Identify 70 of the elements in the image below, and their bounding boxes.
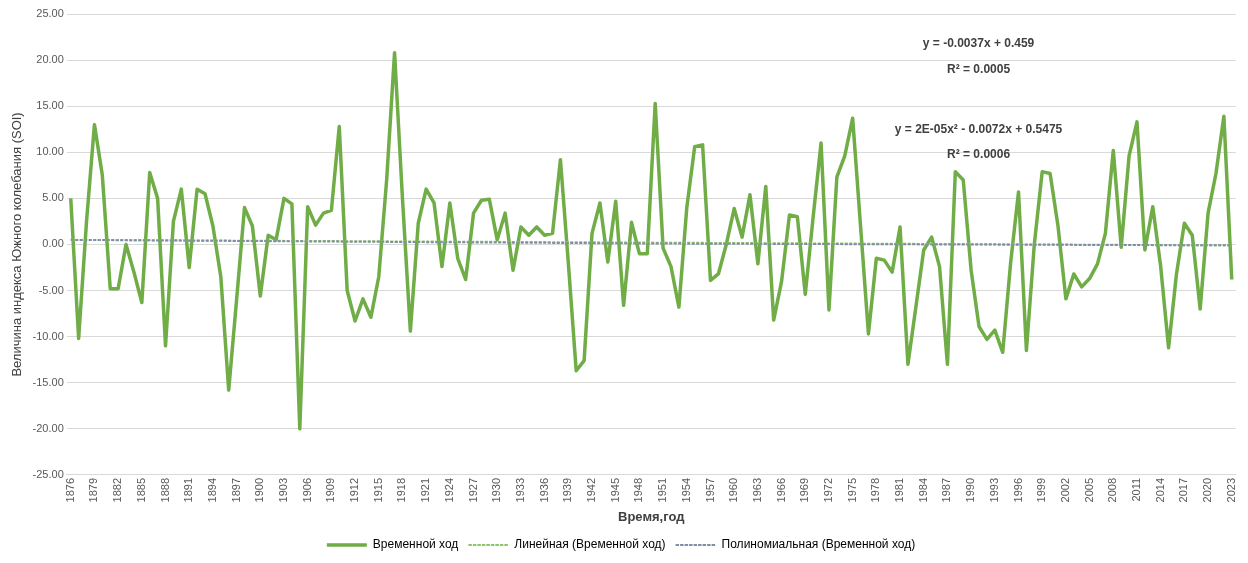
x-tick-label: 1993 — [987, 477, 1000, 503]
x-tick-label: 2023 — [1224, 477, 1237, 503]
x-tick-label: 1969 — [798, 477, 811, 503]
x-tick-label: 2014 — [1153, 477, 1166, 503]
x-tick-label: 1876 — [63, 477, 76, 503]
x-tick-label: 1918 — [395, 477, 408, 503]
x-tick-label: 1951 — [656, 477, 669, 503]
x-tick-label: 1957 — [703, 477, 716, 503]
x-tick-label: 1996 — [1011, 477, 1024, 503]
y-tick-label: -5.00 — [38, 283, 64, 296]
x-tick-label: 1987 — [940, 477, 953, 503]
x-tick-label: 1885 — [134, 477, 147, 503]
x-tick-label: 1921 — [419, 477, 432, 503]
annotation: R² = 0.0006 — [947, 146, 1011, 161]
y-tick-label: -20.00 — [32, 421, 64, 434]
x-axis-title: Время,год — [618, 508, 686, 524]
legend-label: Линейная (Временной ход) — [514, 537, 666, 552]
y-tick-label: 5.00 — [42, 191, 64, 204]
x-tick-label: 1912 — [348, 477, 361, 503]
x-tick-label: 2005 — [1082, 477, 1095, 503]
x-tick-label: 1939 — [561, 477, 574, 503]
x-tick-label: 1975 — [845, 477, 858, 503]
y-tick-label: -10.00 — [32, 329, 64, 342]
x-tick-label: 1897 — [229, 477, 242, 503]
x-tick-label: 1900 — [253, 477, 266, 503]
x-tick-label: 1924 — [442, 477, 455, 503]
x-tick-label: 2017 — [1177, 477, 1190, 503]
x-tick-label: 1981 — [893, 477, 906, 503]
x-tick-label: 1948 — [632, 477, 645, 503]
x-tick-label: 1966 — [774, 477, 787, 503]
x-tick-label: 1903 — [277, 477, 290, 503]
x-tick-label: 1963 — [750, 477, 763, 503]
x-tick-label: 1915 — [371, 477, 384, 503]
y-tick-label: 25.00 — [36, 7, 64, 20]
y-tick-label: 20.00 — [36, 53, 64, 66]
x-tick-label: 1927 — [466, 477, 479, 503]
x-tick-label: 1930 — [490, 477, 503, 503]
y-tick-label: 15.00 — [36, 99, 64, 112]
x-tick-label: 1978 — [869, 477, 882, 503]
x-tick-label: 1888 — [158, 477, 171, 503]
x-tick-label: 2008 — [1106, 477, 1119, 503]
x-tick-label: 1960 — [727, 477, 740, 503]
x-tick-label: 2011 — [1130, 477, 1143, 502]
x-tick-label: 1891 — [182, 477, 195, 503]
y-tick-label: 0.00 — [42, 237, 64, 250]
y-axis-title: Величина индекса Южного колебания (SOI) — [9, 112, 25, 377]
x-tick-label: 1909 — [324, 477, 337, 503]
x-tick-label: 1879 — [87, 477, 100, 503]
annotation: R² = 0.0005 — [947, 61, 1011, 76]
x-tick-label: 1882 — [111, 477, 124, 503]
x-tick-label: 1990 — [964, 477, 977, 503]
x-tick-label: 1954 — [679, 477, 692, 503]
x-tick-label: 1894 — [205, 477, 218, 503]
x-tick-label: 1984 — [916, 477, 929, 503]
y-tick-label: 10.00 — [36, 145, 64, 158]
x-tick-label: 1906 — [300, 477, 313, 503]
y-tick-label: -25.00 — [32, 467, 64, 480]
y-tick-label: -15.00 — [32, 375, 64, 388]
annotation: y = -0.0037x + 0.459 — [922, 36, 1035, 51]
x-tick-label: 1972 — [821, 477, 834, 503]
x-tick-label: 1945 — [608, 477, 621, 503]
legend-label: Временной ход — [372, 537, 459, 552]
x-tick-label: 1936 — [537, 477, 550, 503]
x-tick-label: 1999 — [1035, 477, 1048, 503]
x-tick-label: 1942 — [585, 477, 598, 503]
annotation: y = 2E-05x² - 0.0072x + 0.5475 — [894, 121, 1063, 136]
legend-label: Полиномиальная (Временной ход) — [721, 537, 916, 552]
x-tick-label: 2020 — [1201, 477, 1214, 503]
x-tick-label: 2002 — [1058, 477, 1071, 503]
x-tick-label: 1933 — [513, 477, 526, 503]
